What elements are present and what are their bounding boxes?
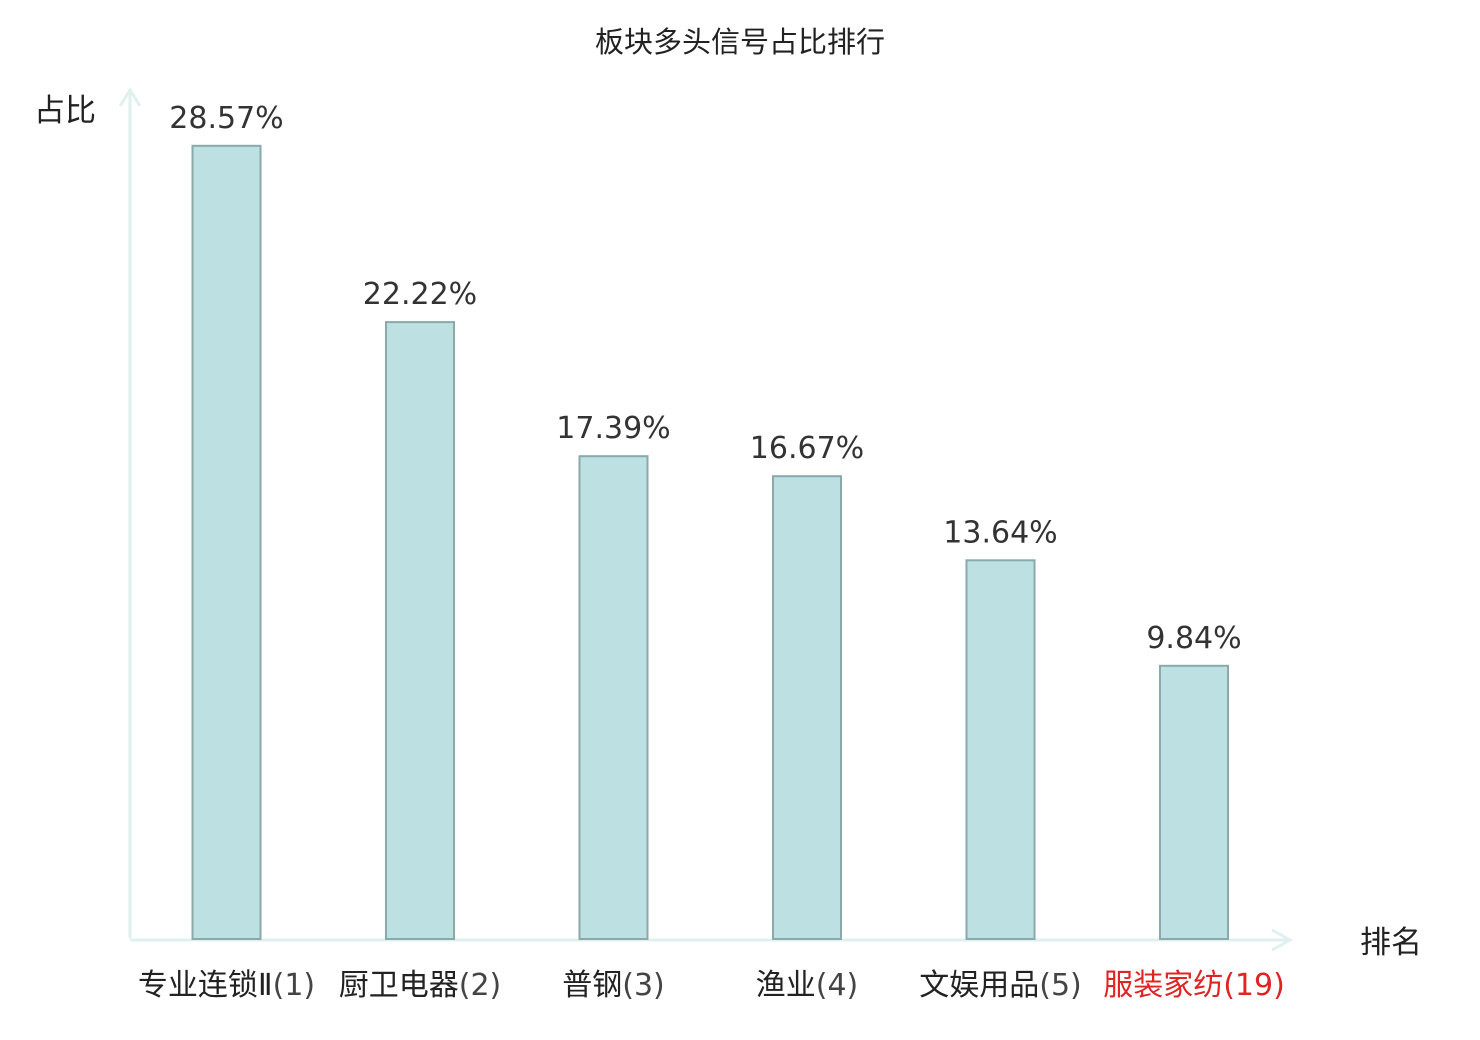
bar-4 xyxy=(772,475,842,940)
y-axis-arrow xyxy=(118,87,142,107)
bar-3 xyxy=(578,455,649,940)
value-label-1: 28.57% xyxy=(169,101,283,136)
value-label-6: 9.84% xyxy=(1146,621,1241,656)
y-axis: 占比 xyxy=(34,87,142,938)
value-labels-group: 28.57% 22.22% 17.39% 16.67% 13.64% 9.84% xyxy=(169,101,1241,656)
value-label-3: 17.39% xyxy=(556,411,670,446)
y-axis-label: 占比 xyxy=(34,93,96,129)
category-label-5: 文娱用品(5) xyxy=(919,968,1082,1003)
category-label-2: 厨卫电器(2) xyxy=(339,968,502,1003)
value-label-4: 16.67% xyxy=(750,431,864,466)
x-axis-arrow xyxy=(1271,928,1294,952)
value-label-2: 22.22% xyxy=(363,277,477,312)
category-label-4: 渔业(4) xyxy=(756,968,859,1003)
category-labels-group: 专业连锁Ⅱ(1) 厨卫电器(2) 普钢(3) 渔业(4) 文娱用品(5) 服装家纺(19) xyxy=(138,968,1285,1003)
x-axis-label: 排名 xyxy=(1360,925,1422,961)
chart-title: 板块多头信号占比排行 xyxy=(595,25,885,59)
bar-6 xyxy=(1159,664,1229,940)
category-label-1: 专业连锁Ⅱ(1) xyxy=(138,968,315,1003)
bar-1 xyxy=(191,144,262,941)
bars-group xyxy=(191,144,1229,941)
value-label-5: 13.64% xyxy=(943,515,1057,550)
category-label-6: 服装家纺(19) xyxy=(1103,968,1285,1003)
bar-5 xyxy=(965,559,1036,940)
x-axis: 排名 xyxy=(130,925,1422,961)
bar-2 xyxy=(385,321,455,941)
category-label-3: 普钢(3) xyxy=(562,968,665,1003)
